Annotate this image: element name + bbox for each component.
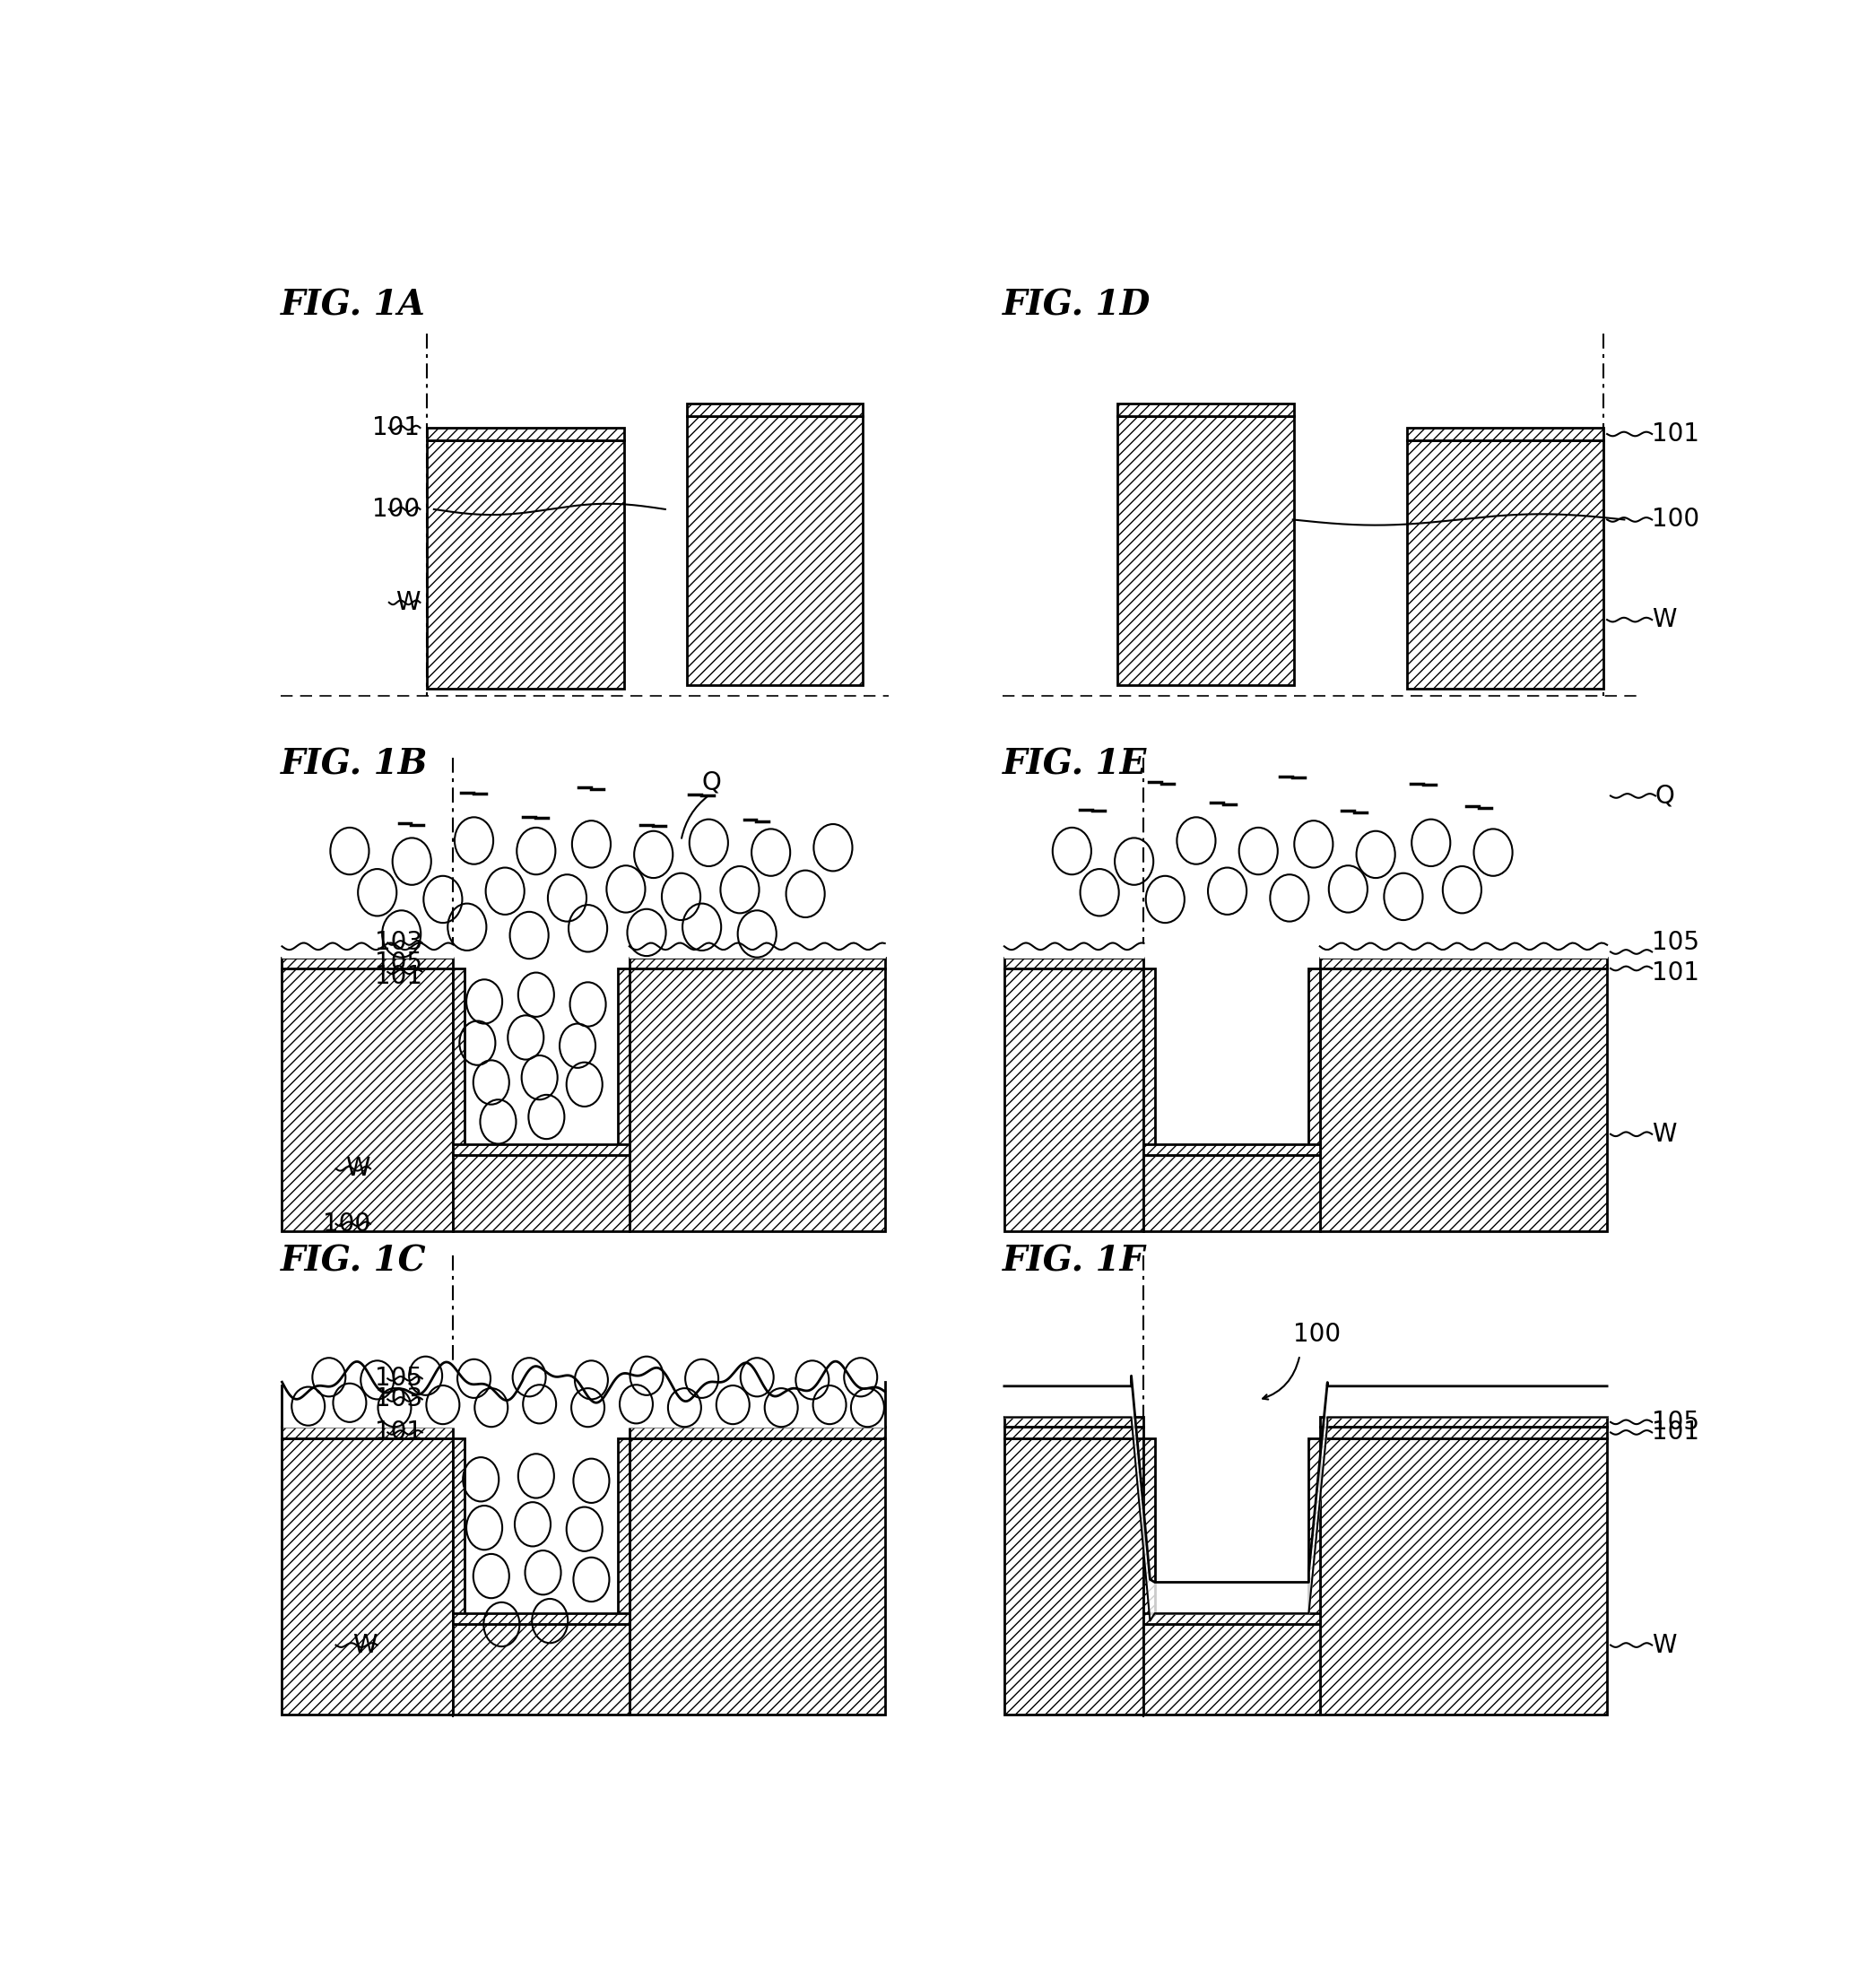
- Text: 105: 105: [1653, 930, 1700, 956]
- Text: W: W: [396, 589, 420, 615]
- Bar: [281, 968, 454, 1230]
- Bar: [1144, 1143, 1321, 1155]
- Bar: [1118, 416, 1294, 686]
- Text: FIG. 1C: FIG. 1C: [281, 1244, 426, 1279]
- Bar: [454, 1614, 628, 1624]
- Bar: [454, 968, 463, 1155]
- Text: W: W: [345, 1157, 370, 1181]
- Text: 101: 101: [375, 964, 422, 989]
- Text: 100: 100: [1293, 1323, 1341, 1346]
- Text: W: W: [1653, 1121, 1677, 1147]
- Bar: [1321, 1417, 1608, 1427]
- Bar: [1309, 968, 1321, 1155]
- Text: 103: 103: [375, 930, 422, 956]
- Text: FIG. 1D: FIG. 1D: [1004, 288, 1152, 323]
- Bar: [1321, 1439, 1608, 1715]
- Text: 105: 105: [1653, 1409, 1700, 1435]
- Text: 100: 100: [1653, 507, 1700, 532]
- Bar: [628, 958, 885, 968]
- Bar: [281, 958, 454, 968]
- Bar: [1407, 440, 1604, 688]
- Bar: [628, 1439, 885, 1715]
- Text: Q: Q: [1655, 782, 1675, 808]
- Text: 103: 103: [375, 1388, 422, 1411]
- Bar: [1321, 958, 1608, 968]
- Bar: [619, 1439, 628, 1624]
- Bar: [1004, 1427, 1144, 1439]
- Bar: [281, 1427, 454, 1439]
- Bar: [1004, 958, 1144, 968]
- Bar: [1321, 1427, 1608, 1439]
- Bar: [1321, 968, 1608, 1230]
- Text: 101: 101: [1653, 1419, 1700, 1445]
- Text: FIG. 1F: FIG. 1F: [1004, 1244, 1146, 1279]
- Text: Q: Q: [702, 769, 722, 794]
- Bar: [619, 968, 628, 1155]
- Text: 101: 101: [375, 1419, 422, 1445]
- Bar: [1144, 1155, 1321, 1230]
- Text: 100: 100: [373, 497, 420, 522]
- Bar: [1144, 1624, 1321, 1715]
- Bar: [1407, 428, 1604, 440]
- Text: FIG. 1E: FIG. 1E: [1004, 747, 1148, 782]
- Bar: [687, 404, 863, 416]
- Text: W: W: [353, 1632, 377, 1658]
- Bar: [1118, 404, 1294, 416]
- Bar: [428, 428, 625, 440]
- Text: W: W: [1653, 1632, 1677, 1658]
- Text: 100: 100: [323, 1212, 370, 1236]
- Bar: [628, 968, 885, 1230]
- Text: 101: 101: [373, 416, 420, 440]
- Bar: [1144, 1614, 1321, 1624]
- Bar: [628, 1427, 885, 1439]
- Text: FIG. 1B: FIG. 1B: [281, 747, 428, 782]
- Bar: [281, 1439, 454, 1715]
- Bar: [428, 440, 625, 688]
- Bar: [454, 1155, 628, 1230]
- Bar: [1144, 968, 1156, 1155]
- Text: 101: 101: [1653, 960, 1700, 986]
- Bar: [687, 416, 863, 686]
- Bar: [1004, 1439, 1144, 1715]
- Text: FIG. 1A: FIG. 1A: [281, 288, 426, 323]
- Text: 105: 105: [375, 950, 422, 976]
- Bar: [454, 1439, 463, 1624]
- Text: W: W: [1653, 607, 1677, 633]
- Bar: [454, 1624, 628, 1715]
- Text: 101: 101: [1653, 422, 1700, 447]
- Bar: [1309, 1439, 1321, 1624]
- Bar: [454, 1143, 628, 1155]
- Bar: [1004, 968, 1144, 1230]
- Text: 105: 105: [375, 1366, 422, 1392]
- Bar: [1144, 1439, 1156, 1624]
- Bar: [1004, 1417, 1144, 1427]
